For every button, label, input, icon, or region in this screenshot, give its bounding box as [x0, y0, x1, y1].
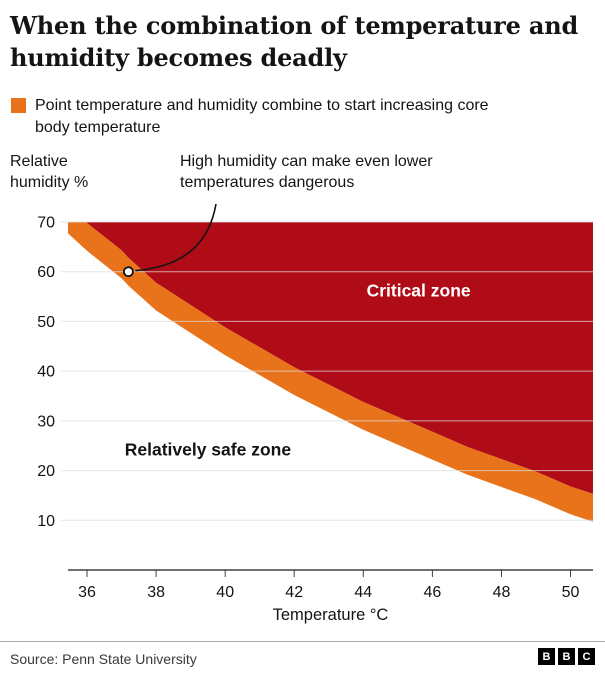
footer-divider — [0, 641, 605, 642]
x-tick-label: 36 — [78, 584, 96, 601]
bbc-logo-letter: C — [578, 648, 595, 665]
safe-zone-label: Relatively safe zone — [125, 440, 292, 460]
y-tick-label: 60 — [37, 264, 55, 281]
y-tick-label: 50 — [37, 314, 55, 331]
x-tick-label: 46 — [424, 584, 442, 601]
source-credit: Source: Penn State University — [10, 651, 197, 667]
x-tick-label: 50 — [562, 584, 580, 601]
x-tick-label: 48 — [493, 584, 511, 601]
bbc-logo-letter: B — [558, 648, 575, 665]
legend-label: Point temperature and humidity combine t… — [35, 97, 489, 136]
bbc-logo-letter: B — [538, 648, 555, 665]
legend: Point temperature and humidity combine t… — [11, 95, 505, 138]
critical-zone-label: Critical zone — [367, 281, 471, 301]
annotation-text: High humidity can make even lower temper… — [180, 153, 433, 191]
x-tick-label: 44 — [354, 584, 372, 601]
y-tick-label: 70 — [37, 215, 55, 232]
y-tick-label: 20 — [37, 463, 55, 480]
x-tick-label: 38 — [147, 584, 165, 601]
annotation-connector — [135, 203, 217, 272]
bbc-logo: B B C — [538, 648, 595, 665]
legend-swatch — [11, 98, 26, 113]
x-tick-label: 42 — [285, 584, 303, 601]
y-tick-label: 10 — [37, 513, 55, 530]
y-tick-label: 30 — [37, 413, 55, 430]
y-tick-label: 40 — [37, 364, 55, 381]
critical-zone-area — [68, 222, 593, 494]
annotation-dot — [123, 266, 134, 278]
x-axis-title: Temperature °C — [273, 606, 389, 624]
chart-title: When the combination of temperature and … — [10, 11, 579, 72]
threshold-band-area — [68, 222, 593, 522]
x-tick-label: 40 — [216, 584, 234, 601]
y-axis-label: Relative humidity % — [10, 153, 89, 191]
chart: 10 20 30 40 50 60 70 36 38 40 42 44 46 48 50 Temperatur… — [37, 203, 593, 624]
